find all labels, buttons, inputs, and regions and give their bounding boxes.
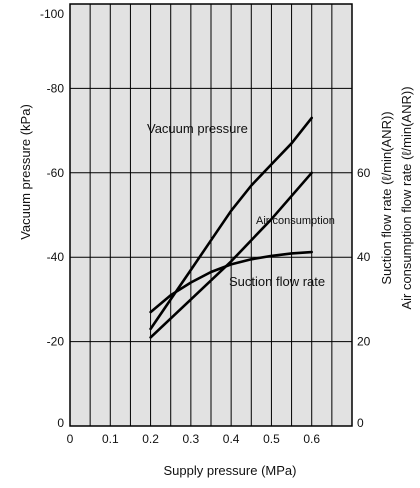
grid xyxy=(69,3,353,427)
air-consumption-line xyxy=(149,171,314,339)
y-left-axis-label: Vacuum pressure (kPa) xyxy=(18,104,33,240)
y-left-axis-ticks: 0 -20 -40 -60 -80 -100 xyxy=(40,7,64,430)
series-label: Air consumption xyxy=(256,215,335,227)
x-tick-label: 0.4 xyxy=(223,432,240,446)
y-left-tick-label: -100 xyxy=(40,7,64,21)
series-label: Suction flow rate xyxy=(229,274,325,289)
y-left-tick-label: -80 xyxy=(47,81,65,95)
y-right-tick-label: 0 xyxy=(357,416,364,430)
y-left-tick-label: -40 xyxy=(47,250,65,264)
x-tick-label: 0.1 xyxy=(102,432,119,446)
data-series xyxy=(149,116,314,339)
x-tick-label: 0.5 xyxy=(263,432,280,446)
series-label: Vacuum pressure xyxy=(147,121,248,136)
series-labels: Vacuum pressure Air consumption Suction fl… xyxy=(147,121,335,289)
y-right-axis-ticks: 0 20 40 60 xyxy=(357,166,371,430)
suction-flow-rate-line xyxy=(149,250,314,314)
y-right-tick-label: 40 xyxy=(357,250,371,264)
x-tick-label: 0.6 xyxy=(303,432,320,446)
x-tick-label: 0.2 xyxy=(142,432,159,446)
plot-frame xyxy=(69,3,353,427)
x-tick-label: 0.3 xyxy=(183,432,200,446)
y-left-tick-label: -60 xyxy=(47,166,65,180)
y-right-axis-label-air-consumption: Air consumption flow rate (ℓ/min(ANR)) xyxy=(399,86,414,309)
y-right-axis-label-suction: Suction flow rate (ℓ/min(ANR)) xyxy=(379,111,394,284)
x-axis-ticks: 0 0.1 0.2 0.3 0.4 0.5 0.6 xyxy=(67,432,321,446)
y-left-tick-label: -20 xyxy=(47,335,65,349)
x-tick-label: 0 xyxy=(67,432,74,446)
y-right-tick-label: 60 xyxy=(357,166,371,180)
x-axis-label: Supply pressure (MPa) xyxy=(164,463,297,478)
y-right-tick-label: 20 xyxy=(357,335,371,349)
y-left-tick-label: 0 xyxy=(57,416,64,430)
